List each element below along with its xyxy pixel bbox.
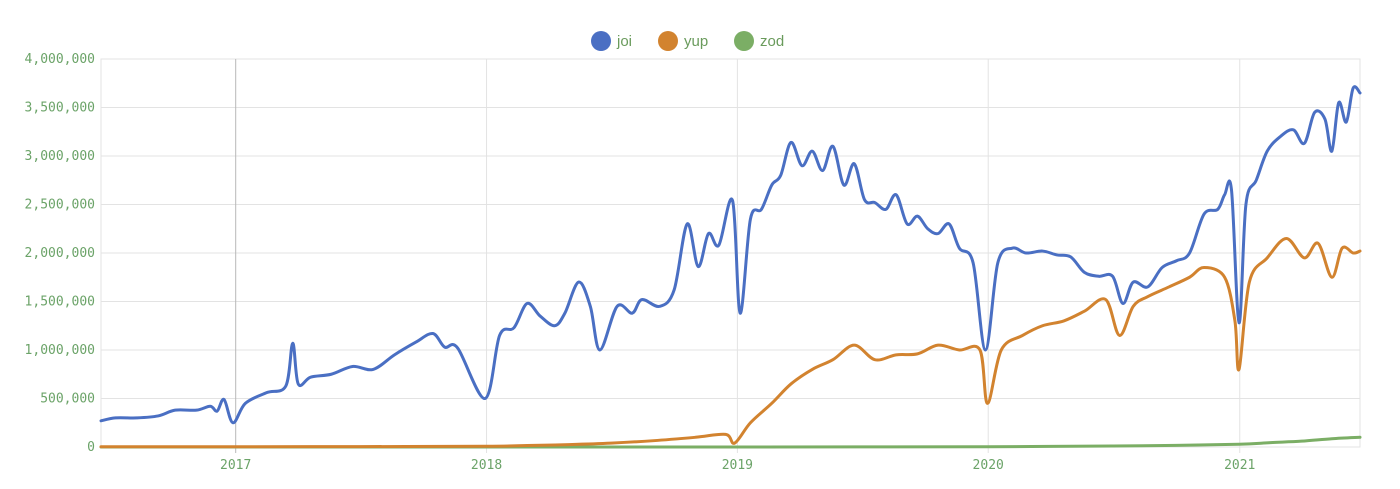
legend-label: joi	[616, 33, 632, 50]
y-tick-label: 1,500,000	[25, 295, 95, 310]
x-axis: 2017 2018 2019 2020 2021	[220, 458, 1255, 473]
y-tick-label: 2,000,000	[25, 246, 95, 261]
x-tick-label: 2017	[220, 458, 251, 473]
grid	[100, 58, 1361, 453]
y-axis: 0 500,000 1,000,000 1,500,000 2,000,000 2,500…	[25, 52, 95, 455]
y-tick-label: 500,000	[40, 392, 95, 407]
x-tick-label: 2018	[471, 458, 502, 473]
legend-item-joi[interactable]: joi	[591, 31, 632, 51]
x-tick-label: 2020	[973, 458, 1004, 473]
y-tick-label: 3,000,000	[25, 149, 95, 164]
series-line-yup	[99, 236, 1362, 449]
legend-swatch	[734, 31, 754, 51]
legend-item-yup[interactable]: yup	[658, 31, 708, 51]
x-tick-label: 2021	[1224, 458, 1255, 473]
x-tick-label: 2019	[722, 458, 753, 473]
legend-swatch	[591, 31, 611, 51]
legend-label: zod	[760, 33, 784, 50]
y-tick-label: 2,500,000	[25, 198, 95, 213]
legend: joi yup zod	[591, 31, 784, 51]
legend-item-zod[interactable]: zod	[734, 31, 784, 51]
y-tick-label: 3,500,000	[25, 101, 95, 116]
series-lines	[99, 85, 1362, 449]
legend-label: yup	[684, 33, 708, 50]
series-line-zod	[99, 435, 1362, 449]
y-tick-label: 4,000,000	[25, 52, 95, 67]
series-line-joi	[99, 85, 1362, 425]
y-tick-label: 0	[87, 440, 95, 455]
legend-swatch	[658, 31, 678, 51]
y-tick-label: 1,000,000	[25, 343, 95, 358]
